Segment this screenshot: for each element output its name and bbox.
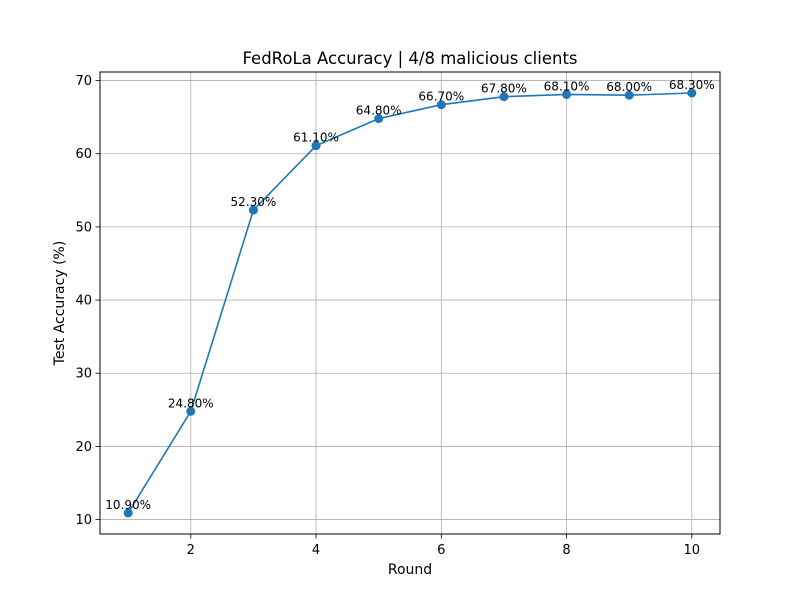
chart-title: FedRoLa Accuracy | 4/8 malicious clients: [242, 49, 577, 68]
x-tick-label: 4: [312, 543, 320, 558]
data-label: 67.80%: [481, 82, 527, 96]
data-label: 61.10%: [293, 131, 339, 145]
y-tick-label: 70: [75, 74, 92, 89]
y-tick-label: 60: [75, 147, 92, 162]
y-tick-label: 40: [75, 294, 92, 309]
data-point: [499, 92, 509, 102]
data-point: [186, 406, 196, 416]
data-label: 68.00%: [606, 80, 652, 94]
data-label: 52.30%: [231, 195, 277, 209]
y-tick-label: 20: [75, 440, 92, 455]
data-point: [123, 508, 133, 518]
y-axis-label: Test Accuracy (%): [52, 241, 68, 367]
data-point: [687, 88, 697, 98]
x-tick-label: 2: [187, 543, 195, 558]
data-label: 66.70%: [418, 90, 464, 104]
y-tick-label: 10: [75, 513, 92, 528]
data-label: 64.80%: [356, 104, 402, 118]
y-tick-label: 50: [75, 220, 92, 235]
plot-frame: [99, 71, 721, 535]
data-point: [624, 90, 634, 100]
data-point: [311, 141, 321, 151]
data-point: [248, 205, 258, 215]
data-label: 68.10%: [544, 79, 590, 93]
data-label: 68.30%: [669, 78, 715, 92]
data-labels: 10.90% 24.80% 52.30% 61.10% 64.80% 66.70% 67.8…: [105, 78, 714, 512]
data-point: [374, 114, 384, 124]
series-layer: [123, 88, 697, 518]
x-tick-label: 6: [437, 543, 445, 558]
axis-ticks: 2 4 6 8 10 10 20 30 40 50 60 70: [75, 74, 700, 558]
data-label: 10.90%: [105, 498, 151, 512]
data-label: 24.80%: [168, 396, 214, 410]
series-line: [127, 92, 692, 514]
data-point: [562, 89, 572, 99]
x-tick-label: 10: [684, 543, 701, 558]
data-point: [436, 100, 446, 110]
y-tick-label: 30: [75, 367, 92, 382]
x-axis-label: Round: [388, 562, 432, 578]
x-tick-label: 8: [562, 543, 570, 558]
